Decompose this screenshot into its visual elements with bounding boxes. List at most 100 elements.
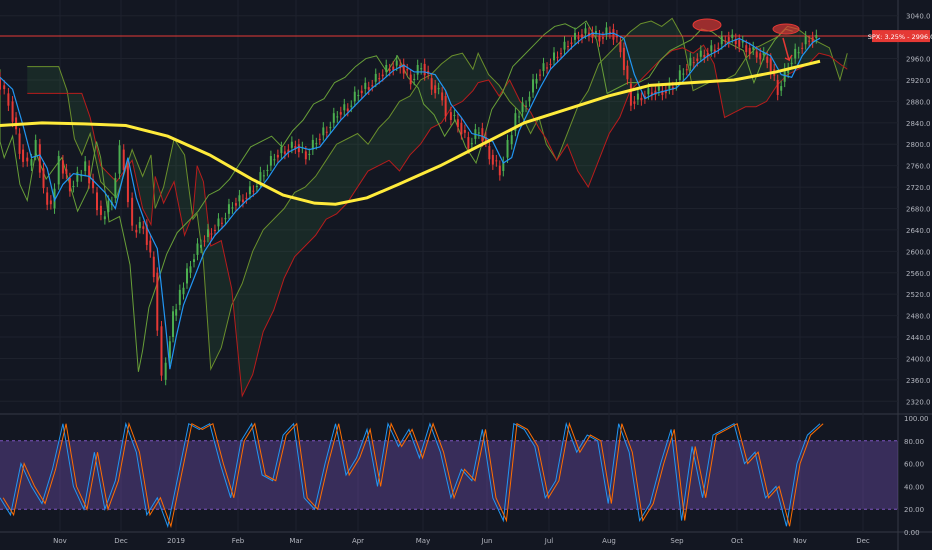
candle-body xyxy=(619,41,622,53)
candle-body xyxy=(409,74,412,85)
candle-body xyxy=(84,161,87,172)
candle-body xyxy=(549,63,552,65)
candle-body xyxy=(371,85,374,87)
candle-body xyxy=(470,143,473,145)
candle-body xyxy=(245,197,248,199)
candle-body xyxy=(360,90,363,94)
candle-body xyxy=(350,105,353,107)
y-tick-label: 2480.0 xyxy=(906,313,931,321)
candle-body xyxy=(304,151,307,160)
candle-body xyxy=(591,31,594,38)
candle-body xyxy=(276,154,279,158)
candle-body xyxy=(175,309,178,316)
candle-body xyxy=(68,178,71,192)
candle-body xyxy=(696,58,699,62)
candle-body xyxy=(647,88,650,95)
cloud-area xyxy=(27,18,848,396)
candle-body xyxy=(152,256,155,278)
candle-body xyxy=(762,52,765,55)
candle-body xyxy=(518,116,521,118)
x-tick-label: Jun xyxy=(481,537,493,545)
candle-body xyxy=(542,63,545,72)
candle-body xyxy=(566,46,569,48)
span-b-line xyxy=(27,44,848,398)
x-tick-label: 2019 xyxy=(167,537,185,545)
candle-body xyxy=(318,138,321,140)
candle-body xyxy=(378,78,381,80)
candle-body xyxy=(528,96,531,102)
candle-body xyxy=(453,114,456,116)
candle-body xyxy=(315,143,318,145)
y-tick-label: 2800.0 xyxy=(906,141,931,149)
stoch-y-tick-label: 0.00 xyxy=(904,529,920,537)
candle-body xyxy=(46,192,49,205)
candle-body xyxy=(138,222,141,229)
candle-body xyxy=(234,203,237,206)
candle-body xyxy=(601,37,604,39)
candle-body xyxy=(332,113,335,123)
candle-body xyxy=(192,259,195,263)
candle-body xyxy=(678,70,681,80)
y-tick-label: 2320.0 xyxy=(906,398,931,406)
candle-body xyxy=(213,229,216,231)
lagging-span-line xyxy=(0,20,793,372)
x-tick-label: Dec xyxy=(114,537,128,545)
y-tick-label: 2360.0 xyxy=(906,377,931,385)
price-label-text: SPX: 3.25% - 2996.0 xyxy=(868,33,932,41)
stoch-y-tick-label: 80.00 xyxy=(904,438,924,446)
candle-body xyxy=(76,172,79,182)
candle-body xyxy=(532,79,535,93)
candle-body xyxy=(664,90,667,94)
x-tick-label: Aug xyxy=(602,537,616,545)
candle-body xyxy=(185,268,188,284)
candle-body xyxy=(794,48,797,59)
candle-body xyxy=(467,137,470,149)
candle-body xyxy=(210,233,213,235)
candle-body xyxy=(206,229,209,238)
candle-body xyxy=(364,82,367,89)
candle-body xyxy=(797,52,800,54)
candle-body xyxy=(122,149,125,170)
candle-body xyxy=(612,29,615,40)
candles-group xyxy=(0,22,818,386)
stoch-y-tick-label: 100.00 xyxy=(904,415,929,423)
y-tick-label: 2880.0 xyxy=(906,98,931,106)
candle-body xyxy=(269,156,272,166)
candle-body xyxy=(416,64,419,75)
candle-body xyxy=(535,78,538,84)
candle-body xyxy=(717,47,720,49)
candle-body xyxy=(262,175,265,177)
candle-body xyxy=(7,93,10,106)
candle-body xyxy=(650,92,653,95)
stoch-k-line xyxy=(0,421,821,529)
candle-body xyxy=(178,289,181,305)
candle-body xyxy=(491,154,494,165)
candle-body xyxy=(248,186,251,195)
candle-body xyxy=(661,90,664,95)
candle-body xyxy=(95,192,98,211)
candle-body xyxy=(437,88,440,90)
candle-body xyxy=(580,34,583,38)
candle-body xyxy=(252,190,255,192)
candle-body xyxy=(769,58,772,74)
y-tick-label: 2840.0 xyxy=(906,120,931,128)
candle-body xyxy=(80,175,83,177)
candle-body xyxy=(357,94,360,97)
candle-body xyxy=(160,326,163,376)
candle-body xyxy=(615,35,618,38)
candle-body xyxy=(0,77,1,90)
candle-body xyxy=(196,243,199,255)
candle-body xyxy=(553,52,556,61)
candle-body xyxy=(38,144,41,173)
candle-body xyxy=(657,86,660,91)
candle-body xyxy=(790,62,793,64)
stoch-d-line xyxy=(2,421,824,529)
candle-body xyxy=(149,240,152,253)
candle-body xyxy=(423,63,426,76)
candle-body xyxy=(311,139,314,150)
candle-body xyxy=(727,37,730,43)
candle-body xyxy=(203,240,206,242)
y-tick-label: 2960.0 xyxy=(906,56,931,64)
candle-body xyxy=(118,145,121,174)
